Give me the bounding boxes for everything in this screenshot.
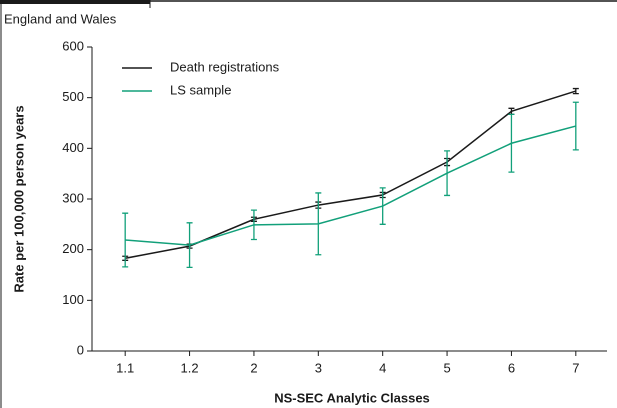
x-tick-label: 4 [379,360,386,375]
x-tick-label: 6 [508,360,515,375]
error-bar [186,222,193,269]
y-tick-label: 100 [62,292,84,307]
error-bar [572,101,579,151]
y-tick-label: 400 [62,140,84,155]
x-tick-label: 1.2 [181,360,199,375]
error-bar [379,187,386,225]
y-axis-title: Rate per 100,000 person years [11,105,26,292]
error-bar [444,150,451,197]
header-tab [0,0,150,4]
error-bar [250,209,257,241]
error-bar [508,113,515,173]
y-tick-label: 300 [62,190,84,205]
error-bar [122,212,129,268]
series-line [125,90,577,260]
legend-label: Death registrations [170,59,280,74]
error-bar [572,87,579,95]
y-tick-label: 600 [62,38,84,53]
y-tick-label: 200 [62,241,84,256]
x-tick-label: 2 [250,360,257,375]
error-bar [315,192,322,256]
legend-label: LS sample [170,82,231,97]
y-tick-label: 500 [62,89,84,104]
y-tick-label: 0 [77,342,84,357]
x-axis-title: NS-SEC Analytic Classes [274,390,430,405]
x-tick-label: 3 [315,360,322,375]
x-tick-label: 1.1 [116,360,134,375]
series-line [125,125,577,246]
x-tick-label: 7 [572,360,579,375]
chart-title: England and Wales [4,11,117,26]
x-tick-label: 5 [443,360,450,375]
